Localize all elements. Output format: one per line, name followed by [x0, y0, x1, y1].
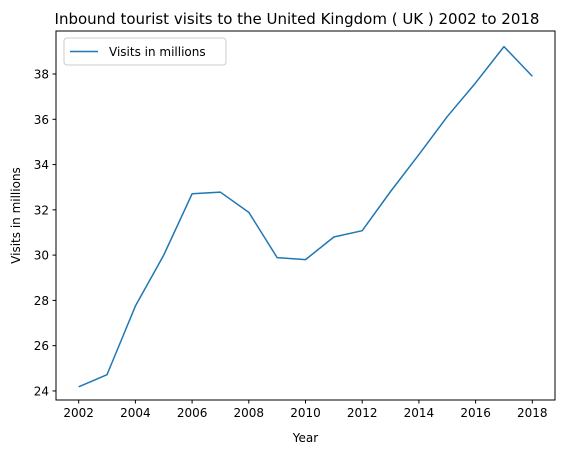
plot-frame — [55, 30, 556, 401]
legend-box — [63, 37, 227, 66]
y-axis: 24 26 28 30 32 34 36 38 — [34, 68, 56, 398]
series-line-0 — [78, 45, 533, 388]
legend: Visits in millions — [63, 37, 227, 66]
y-tick-label: 38 — [34, 68, 49, 82]
y-tick-label: 24 — [34, 384, 49, 398]
x-tick-label: 2016 — [460, 406, 491, 420]
x-tick-label: 2010 — [290, 406, 321, 420]
x-tick-label: 2002 — [63, 406, 94, 420]
x-axis-label: Year — [292, 431, 318, 445]
y-axis-label: Visits in millions — [9, 167, 23, 264]
legend-label: Visits in millions — [109, 45, 206, 59]
x-tick-label: 2014 — [404, 406, 435, 420]
y-tick-label: 32 — [34, 203, 49, 217]
y-tick-label: 34 — [34, 158, 49, 172]
chart-title: Inbound tourist visits to the United Kin… — [55, 10, 540, 28]
x-tick-label: 2006 — [177, 406, 208, 420]
y-tick-label: 26 — [34, 339, 49, 353]
x-axis: 2002 2004 2006 2008 2010 2012 2014 2016 2018 — [63, 400, 548, 420]
x-tick-label: 2008 — [234, 406, 265, 420]
x-tick-label: 2018 — [517, 406, 548, 420]
plot-area — [78, 45, 533, 388]
x-tick-label: 2004 — [120, 406, 151, 420]
y-tick-label: 30 — [34, 249, 49, 263]
y-tick-label: 36 — [34, 113, 49, 127]
y-tick-label: 28 — [34, 294, 49, 308]
x-tick-label: 2012 — [347, 406, 378, 420]
